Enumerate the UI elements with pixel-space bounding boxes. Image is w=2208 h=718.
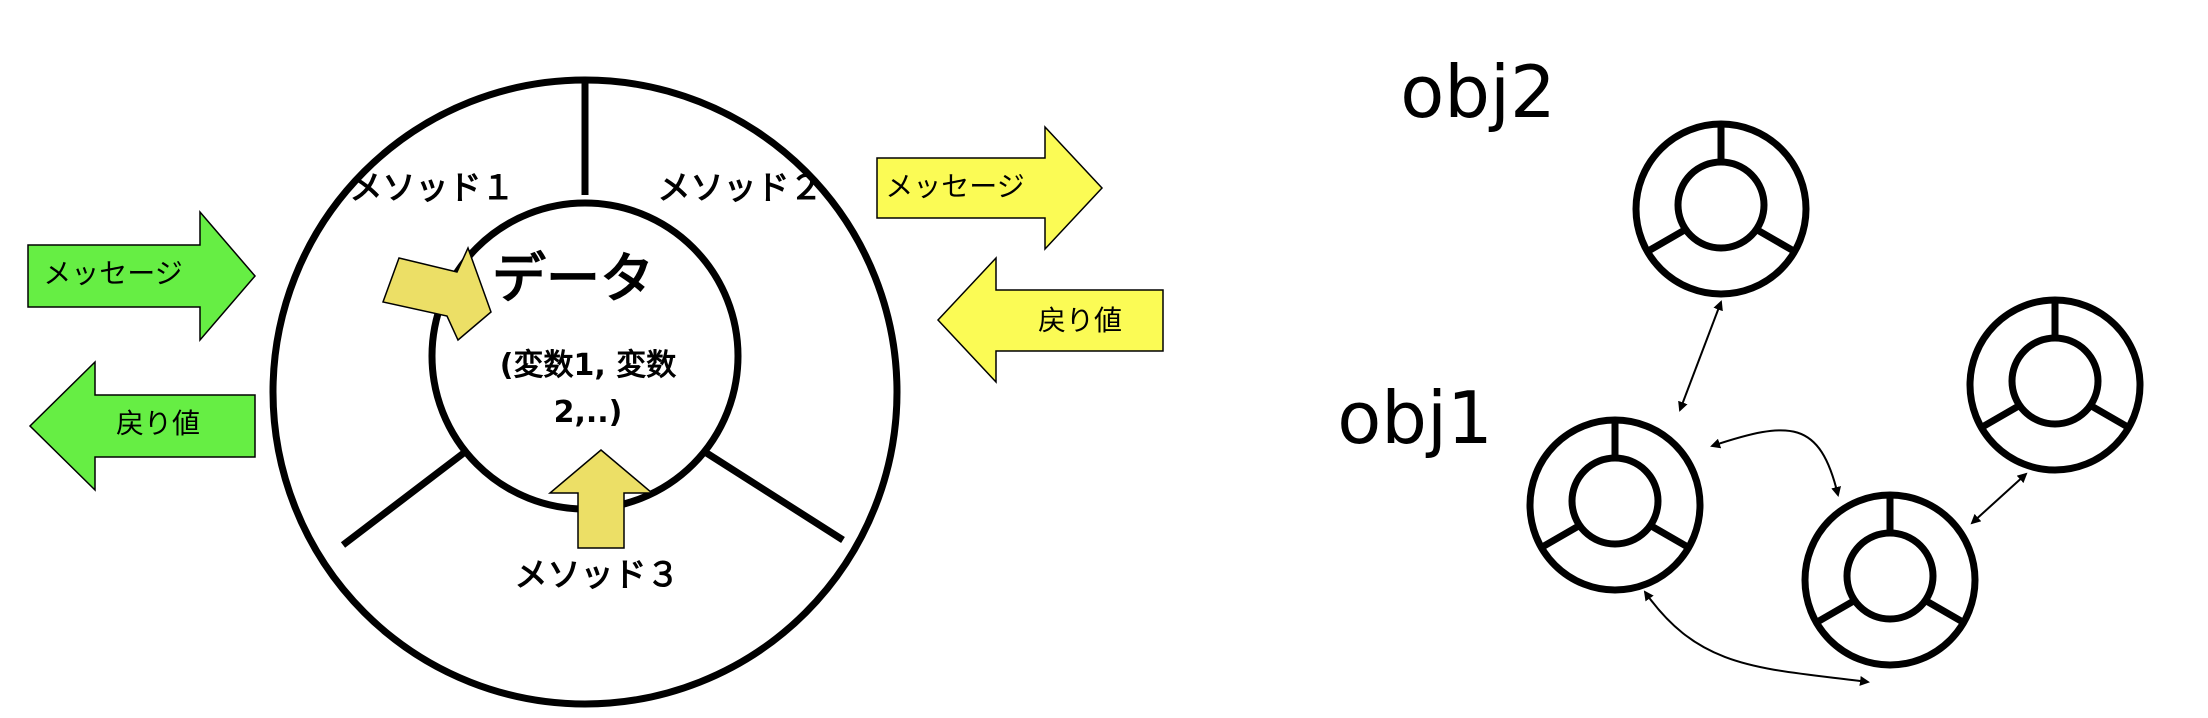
node-divider xyxy=(1756,227,1797,255)
link-obj1-obj3 xyxy=(1710,429,1841,497)
object-structure xyxy=(269,76,901,708)
node-inner-circle xyxy=(2008,334,2102,428)
node-divider xyxy=(1645,227,1686,255)
incoming-return-label: 戻り値 xyxy=(1038,304,1122,337)
data-label: データ xyxy=(492,247,654,310)
incoming-message-label: メッセージ xyxy=(43,257,182,290)
node-divider xyxy=(2090,403,2131,431)
node-inner-circle xyxy=(1843,529,1937,623)
object-connections xyxy=(1643,300,2028,686)
node-divider xyxy=(1539,523,1580,551)
incoming-return-arrow: 戻り値 xyxy=(936,256,1164,384)
return-value-arrow: 戻り値 xyxy=(28,360,256,492)
outgoing-message-label: メッセージ xyxy=(885,170,1024,203)
divider-left xyxy=(340,449,468,548)
outgoing-message-arrow: メッセージ xyxy=(876,125,1104,251)
link-obj2-obj1 xyxy=(1678,300,1723,412)
node-divider xyxy=(1925,598,1966,626)
node-inner-circle xyxy=(1674,158,1768,252)
variables-line1: (変数1, 変数 xyxy=(500,348,677,383)
object-node-obj2 xyxy=(1632,120,1810,298)
divider-right xyxy=(703,449,845,543)
return-value-label: 戻り値 xyxy=(116,407,200,440)
link-obj1-obj3-bottom xyxy=(1643,590,1870,686)
obj2-label: obj2 xyxy=(1400,50,1556,134)
object-node-obj1 xyxy=(1526,416,1704,594)
node-divider xyxy=(1979,403,2020,431)
variables-line2: 2,..) xyxy=(554,395,623,430)
object-node-obj3 xyxy=(1801,491,1979,669)
method3-to-data-arrow xyxy=(547,449,655,549)
node-inner-circle xyxy=(1568,454,1662,548)
link-obj3-obj4 xyxy=(1970,472,2028,525)
method3-label: メソッド３ xyxy=(515,555,680,594)
method2-label: メソッド２ xyxy=(658,168,823,207)
method1-to-data-arrow xyxy=(382,246,492,342)
method1-label: メソッド１ xyxy=(350,168,515,207)
object-node-obj4 xyxy=(1966,296,2144,474)
node-divider xyxy=(1650,523,1691,551)
obj1-label: obj1 xyxy=(1337,376,1493,460)
incoming-message-arrow: メッセージ xyxy=(27,209,256,343)
